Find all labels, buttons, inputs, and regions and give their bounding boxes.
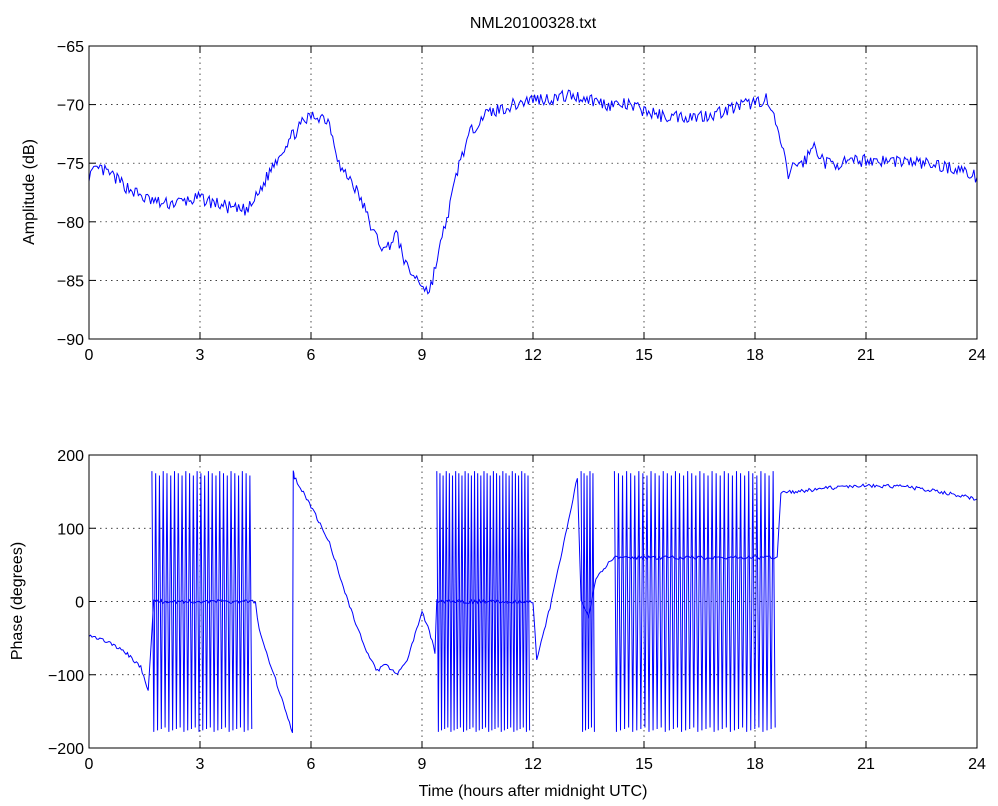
amplitude-y-tick-label: −85 <box>57 273 84 290</box>
amplitude-ticks: 0 3 6 9 12 15 18 21 24 −90 −85 −80 −75 −70 −65 <box>57 39 986 364</box>
phase-x-tick-label: 21 <box>857 756 875 773</box>
amplitude-y-tick-label: −75 <box>57 156 84 173</box>
phase-series <box>88 470 978 733</box>
amplitude-series <box>88 89 978 295</box>
amplitude-y-tick-label: −80 <box>57 215 84 232</box>
amplitude-x-tick-label: 21 <box>857 347 875 364</box>
amplitude-x-tick-label: 6 <box>307 347 316 364</box>
phase-phase-wrap-band <box>613 471 776 732</box>
phase-phase-wrap-band <box>436 471 531 732</box>
amplitude-plot: 0 3 6 9 12 15 18 21 24 −90 −85 −80 −75 −70 −65 Amplitu… <box>21 39 986 364</box>
phase-phase-wrap-band <box>580 471 595 732</box>
amplitude-series-line <box>88 89 978 295</box>
amplitude-y-tick-label: −90 <box>57 332 84 349</box>
amplitude-y-label: Amplitude (dB) <box>21 139 38 245</box>
phase-x-tick-label: 12 <box>524 756 542 773</box>
phase-x-tick-label: 18 <box>746 756 764 773</box>
phase-phase-wrap-band <box>151 471 253 732</box>
phase-y-label: Phase (degrees) <box>9 542 26 660</box>
amplitude-y-tick-label: −65 <box>57 39 84 56</box>
amplitude-x-tick-label: 18 <box>746 347 764 364</box>
phase-x-tick-label: 6 <box>307 756 316 773</box>
figure-title: NML20100328.txt <box>470 15 597 32</box>
phase-plot: 0 3 6 9 12 15 18 21 24 −200 −100 0 100 200 Phase (deg… <box>9 448 986 800</box>
phase-y-tick-label: −100 <box>48 668 84 685</box>
phase-x-tick-label: 9 <box>418 756 427 773</box>
phase-series-line <box>88 470 978 733</box>
amplitude-x-tick-label: 3 <box>196 347 205 364</box>
amplitude-y-tick-label: −70 <box>57 98 84 115</box>
phase-y-tick-label: 0 <box>75 595 84 612</box>
phase-x-tick-label: 24 <box>968 756 986 773</box>
phase-y-tick-label: 100 <box>57 521 84 538</box>
phase-x-tick-label: 15 <box>635 756 653 773</box>
amplitude-x-tick-label: 12 <box>524 347 542 364</box>
amplitude-plot-area <box>89 46 977 339</box>
amplitude-x-tick-label: 9 <box>418 347 427 364</box>
amplitude-x-tick-label: 0 <box>85 347 94 364</box>
phase-x-tick-label: 0 <box>85 756 94 773</box>
amplitude-x-tick-label: 24 <box>968 347 986 364</box>
phase-y-tick-label: −200 <box>48 741 84 758</box>
amplitude-x-tick-label: 15 <box>635 347 653 364</box>
phase-y-tick-label: 200 <box>57 448 84 465</box>
phase-x-tick-label: 3 <box>196 756 205 773</box>
phase-x-label: Time (hours after midnight UTC) <box>419 783 648 800</box>
phase-ticks: 0 3 6 9 12 15 18 21 24 −200 −100 0 100 200 <box>48 448 986 773</box>
